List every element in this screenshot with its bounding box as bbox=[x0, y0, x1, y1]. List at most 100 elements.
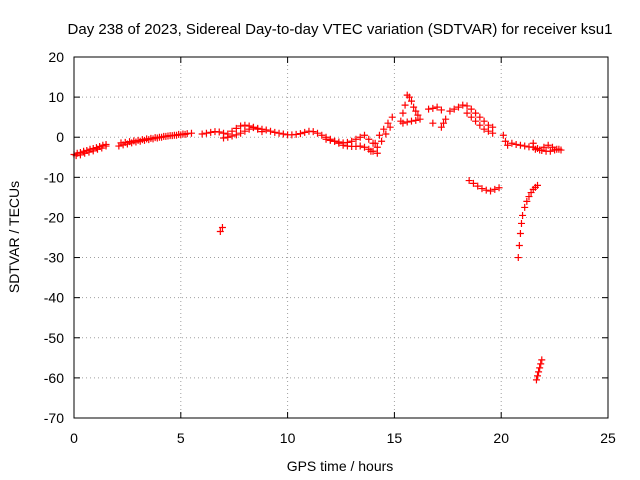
data-point bbox=[407, 117, 415, 125]
data-point bbox=[262, 126, 270, 134]
data-point bbox=[360, 143, 368, 151]
data-point bbox=[512, 140, 520, 148]
data-point bbox=[414, 111, 422, 119]
data-point bbox=[254, 125, 262, 133]
data-point bbox=[245, 125, 253, 133]
data-point bbox=[491, 185, 499, 193]
data-point bbox=[489, 123, 497, 131]
data-point bbox=[472, 109, 480, 117]
data-point bbox=[410, 103, 418, 111]
y-tick-label: -40 bbox=[44, 290, 64, 306]
data-point bbox=[89, 147, 97, 155]
data-point bbox=[155, 133, 163, 141]
data-point bbox=[348, 137, 356, 145]
data-point bbox=[437, 106, 445, 114]
series-segment-22 bbox=[514, 181, 542, 262]
x-tick-label: 10 bbox=[280, 430, 296, 446]
data-point bbox=[220, 134, 228, 142]
axis-ticks bbox=[73, 56, 609, 419]
data-point bbox=[198, 130, 206, 138]
data-point bbox=[98, 144, 106, 152]
data-point bbox=[534, 181, 542, 189]
x-tick-label: 20 bbox=[493, 430, 509, 446]
data-point bbox=[267, 127, 275, 135]
y-tick-label: -30 bbox=[44, 250, 64, 266]
data-point bbox=[551, 146, 559, 154]
series-segment-12 bbox=[399, 115, 424, 127]
x-tick-label: 0 bbox=[70, 430, 78, 446]
data-point bbox=[241, 121, 249, 129]
data-point bbox=[501, 137, 509, 145]
y-tick-label: -50 bbox=[44, 330, 64, 346]
data-points bbox=[70, 91, 565, 384]
data-point bbox=[478, 185, 486, 193]
data-point bbox=[525, 193, 533, 201]
x-tick-label: 25 bbox=[600, 430, 616, 446]
data-point bbox=[399, 109, 407, 117]
data-point bbox=[546, 147, 554, 155]
data-point bbox=[81, 149, 89, 157]
x-tick-label: 15 bbox=[387, 430, 403, 446]
data-point bbox=[216, 227, 224, 235]
data-point bbox=[534, 144, 542, 152]
series-segment-9 bbox=[322, 123, 394, 151]
data-point bbox=[482, 186, 490, 194]
series-segment-23 bbox=[532, 356, 546, 384]
data-point bbox=[207, 128, 215, 136]
data-point bbox=[450, 105, 458, 113]
data-point bbox=[433, 103, 441, 111]
data-point bbox=[249, 124, 257, 132]
data-point bbox=[480, 117, 488, 125]
data-point bbox=[215, 128, 223, 136]
data-point bbox=[536, 364, 544, 372]
data-point bbox=[463, 102, 471, 110]
data-point bbox=[416, 115, 424, 123]
data-point bbox=[399, 119, 407, 127]
data-point bbox=[371, 139, 379, 147]
data-point bbox=[318, 131, 326, 139]
data-point bbox=[102, 142, 110, 150]
data-point bbox=[202, 129, 210, 137]
data-point bbox=[322, 135, 330, 143]
series-segment-4 bbox=[117, 130, 189, 147]
data-point bbox=[76, 151, 84, 159]
series-segment-17 bbox=[463, 109, 497, 137]
data-point bbox=[440, 119, 448, 127]
series-segment-10 bbox=[367, 113, 396, 155]
data-point bbox=[484, 121, 492, 129]
data-point bbox=[508, 139, 516, 147]
grid-lines bbox=[74, 57, 608, 418]
data-point bbox=[474, 182, 482, 190]
data-point bbox=[258, 128, 266, 136]
data-point bbox=[519, 211, 527, 219]
data-point bbox=[228, 132, 236, 140]
data-point bbox=[237, 122, 245, 130]
data-point bbox=[181, 130, 189, 138]
data-point bbox=[523, 197, 531, 205]
series-segment-7 bbox=[216, 223, 226, 235]
data-point bbox=[405, 93, 413, 101]
chart-title: Day 238 of 2023, Sidereal Day-to-day VTE… bbox=[68, 21, 613, 38]
data-point bbox=[138, 136, 146, 144]
data-point bbox=[476, 113, 484, 121]
y-tick-label: -70 bbox=[44, 410, 64, 426]
data-point bbox=[521, 203, 529, 211]
data-point bbox=[218, 223, 226, 231]
data-point bbox=[529, 139, 537, 147]
data-point bbox=[446, 107, 454, 115]
data-point bbox=[538, 146, 546, 154]
data-point bbox=[534, 372, 542, 380]
x-axis-label: GPS time / hours bbox=[287, 458, 394, 474]
data-point bbox=[538, 356, 546, 364]
series-segment-2 bbox=[72, 142, 110, 160]
data-point bbox=[442, 115, 450, 123]
data-point bbox=[373, 149, 381, 157]
data-point bbox=[407, 97, 415, 105]
series-segment-16 bbox=[446, 101, 497, 131]
data-point bbox=[271, 128, 279, 136]
data-point bbox=[309, 128, 317, 136]
data-point bbox=[375, 131, 383, 139]
data-point bbox=[535, 368, 543, 376]
data-point bbox=[147, 134, 155, 142]
x-tick-labels: 0 5 10 15 20 25 bbox=[70, 430, 616, 446]
